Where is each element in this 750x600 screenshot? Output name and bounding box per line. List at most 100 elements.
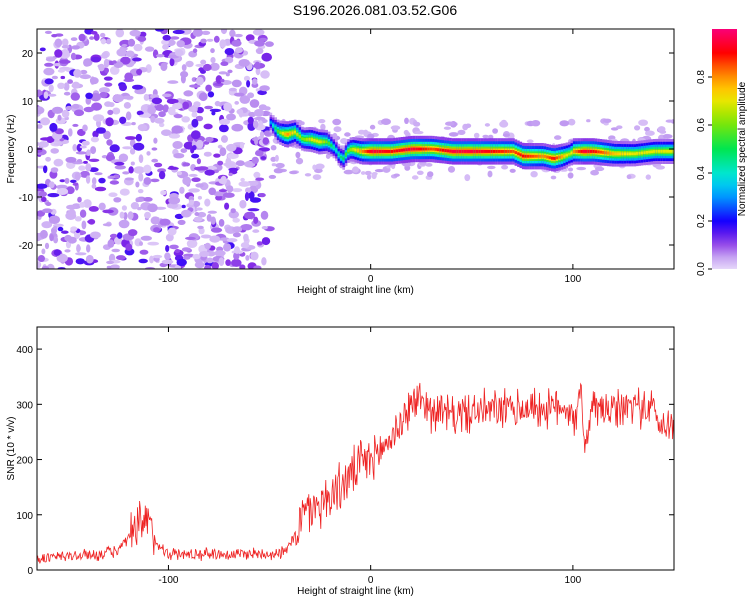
noise-speckle — [147, 203, 158, 213]
noise-speckle — [130, 202, 139, 210]
ridge-cell — [575, 150, 578, 153]
noise-speckle — [258, 193, 266, 198]
noise-speckle — [161, 129, 172, 136]
ridge-cell — [580, 150, 583, 153]
noise-speckle — [89, 36, 95, 40]
noise-speckle — [180, 209, 192, 218]
ridge-cell — [366, 150, 370, 153]
noise-speckle — [168, 196, 181, 205]
noise-speckle — [135, 181, 140, 188]
noise-speckle — [150, 216, 160, 225]
noise-speckle — [133, 43, 143, 52]
noise-speckle — [153, 137, 158, 144]
noise-speckle — [51, 106, 64, 114]
noise-speckle — [224, 56, 234, 64]
noise-speckle — [41, 196, 47, 202]
ridge-cell — [364, 150, 367, 153]
noise-speckle — [63, 91, 71, 96]
noise-speckle — [196, 139, 204, 149]
ridge-cell — [633, 152, 637, 156]
ridge-cell — [517, 152, 520, 156]
ridge-cell — [497, 150, 501, 153]
ridge-cell — [529, 154, 532, 158]
ridge-halo-speckle — [567, 167, 574, 172]
noise-speckle — [57, 226, 64, 232]
noise-speckle — [56, 188, 69, 195]
noise-speckle — [258, 120, 264, 129]
ridge-cell — [422, 147, 425, 151]
noise-speckle — [112, 107, 121, 115]
noise-speckle — [150, 115, 156, 123]
noise-speckle — [88, 206, 99, 212]
noise-speckle — [253, 171, 261, 179]
noise-speckle — [85, 163, 92, 172]
noise-speckle — [144, 211, 151, 219]
y-axis-label: SNR (10 * v/v) — [6, 417, 17, 481]
ridge-halo-speckle — [374, 169, 385, 173]
ridge-cell — [602, 151, 605, 154]
ridge-halo-speckle — [360, 171, 366, 175]
ridge-cell — [500, 150, 503, 153]
ridge-halo-speckle — [530, 171, 538, 178]
noise-speckle — [91, 102, 103, 111]
noise-speckle — [197, 211, 207, 218]
ridge-cell — [606, 151, 610, 155]
noise-speckle — [252, 29, 265, 36]
noise-speckle — [41, 208, 53, 213]
noise-speckle — [192, 253, 201, 260]
noise-speckle — [47, 193, 60, 198]
ridge-cell — [376, 150, 379, 153]
noise-speckle — [128, 166, 134, 174]
noise-speckle — [228, 167, 239, 172]
noise-speckle — [129, 29, 141, 37]
noise-speckle — [160, 190, 167, 196]
ridge-cell — [381, 150, 384, 153]
noise-speckle — [186, 239, 198, 249]
noise-speckle — [100, 38, 107, 45]
noise-speckle — [243, 233, 249, 242]
ridge-cell — [444, 149, 447, 152]
noise-speckle — [54, 38, 63, 48]
ridge-halo-speckle — [363, 129, 369, 135]
ridge-halo-speckle — [464, 174, 471, 182]
noise-speckle — [78, 33, 86, 42]
ridge-cell — [471, 150, 474, 153]
noise-speckle — [250, 251, 259, 261]
noise-speckle — [61, 109, 70, 118]
ridge-halo-speckle — [364, 170, 372, 176]
y-tick-label: -10 — [19, 193, 34, 204]
noise-speckle — [162, 44, 169, 50]
noise-speckle — [165, 245, 170, 252]
noise-speckle — [194, 166, 205, 171]
noise-speckle — [232, 232, 241, 238]
ridge-cell — [665, 150, 668, 153]
ridge-cell — [531, 154, 535, 158]
ridge-cell — [420, 147, 423, 151]
noise-speckle — [191, 177, 201, 182]
noise-speckle — [72, 182, 79, 186]
ridge-halo-speckle — [603, 122, 609, 126]
ridge-halo-speckle — [509, 168, 516, 173]
noise-speckle — [193, 101, 201, 108]
noise-speckle — [156, 54, 165, 58]
noise-speckle — [181, 247, 191, 252]
ridge-cell — [415, 147, 418, 151]
ridge-cell — [604, 151, 607, 155]
noise-speckle — [259, 85, 270, 92]
ridge-halo-speckle — [344, 132, 351, 137]
noise-speckle — [150, 178, 160, 183]
ridge-halo-speckle — [270, 145, 277, 151]
noise-speckle — [173, 153, 185, 159]
ridge-halo-speckle — [645, 174, 651, 180]
ridge-cell — [514, 151, 518, 154]
ridge-cell — [594, 150, 598, 154]
noise-speckle — [118, 219, 130, 229]
noise-speckle — [77, 196, 82, 203]
ridge-cell — [424, 147, 428, 151]
noise-speckle — [91, 177, 97, 185]
ridge-cell — [310, 138, 314, 141]
noise-speckle — [41, 248, 46, 255]
ridge-cell — [344, 153, 348, 156]
noise-speckle — [139, 114, 151, 118]
